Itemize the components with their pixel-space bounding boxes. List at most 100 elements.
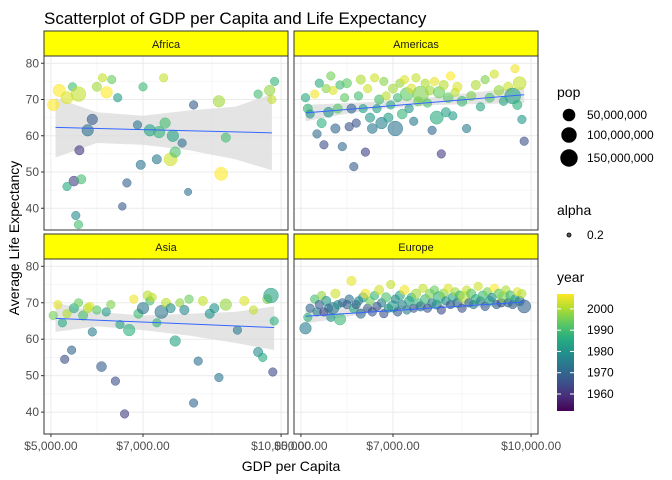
- x-tick-label: $10,000.00: [501, 439, 561, 453]
- x-tick-label: $10,000.00: [251, 439, 311, 453]
- scatter-point: [466, 90, 477, 101]
- scatter-point: [165, 303, 176, 314]
- y-tick-label: 40: [26, 405, 40, 419]
- legend-year-label: 1990: [587, 323, 614, 337]
- scatter-point: [424, 85, 435, 96]
- scatter-point: [78, 310, 89, 321]
- scatter-point: [387, 120, 403, 137]
- y-axis-label: Average Life Expectancy: [6, 161, 22, 316]
- scatter-point: [420, 78, 430, 88]
- scatter-point: [344, 294, 354, 304]
- scatter-point: [97, 73, 108, 83]
- scatter-point: [62, 181, 72, 192]
- scatter-point: [239, 295, 250, 306]
- scatter-point: [314, 78, 324, 88]
- scatter-point: [263, 287, 279, 304]
- scatter-point: [136, 302, 150, 315]
- scatter-point: [360, 288, 371, 299]
- scatter-point: [300, 93, 311, 103]
- scatter-point: [512, 76, 527, 91]
- legend-pop-key: [561, 127, 577, 143]
- facet-strip-label: Asia: [155, 242, 177, 254]
- legend-pop-key: [560, 149, 578, 167]
- facet-strip: [43, 233, 289, 260]
- scatter-point: [113, 93, 123, 103]
- scatter-point: [323, 106, 334, 118]
- scatter-point: [360, 147, 370, 157]
- scatter-point: [381, 292, 392, 303]
- scatter-point: [258, 352, 268, 362]
- scatter-point: [305, 109, 315, 119]
- scatter-point: [372, 104, 382, 114]
- legend-year-label: 1960: [587, 387, 614, 401]
- scatter-point: [147, 292, 157, 302]
- scatter-point: [212, 95, 225, 108]
- legend-year-title: year: [557, 269, 585, 285]
- scatter-point: [475, 102, 486, 112]
- chart-title: Scatterplot of GDP per Capita and Life E…: [44, 9, 427, 28]
- x-tick-label: $7,000.00: [366, 439, 420, 453]
- scatter-point: [379, 76, 389, 86]
- facet-panel-americas: Americas: [293, 30, 539, 231]
- legend-pop-label: 100,000,000: [587, 128, 654, 142]
- scatter-point: [489, 69, 499, 79]
- scatter-point: [73, 298, 84, 308]
- panel-background: [294, 56, 538, 230]
- y-tick-label: 70: [26, 296, 40, 310]
- scatter-point: [214, 372, 224, 383]
- legend-pop-key: [562, 108, 576, 122]
- scatter-point: [470, 80, 481, 90]
- scatter-point: [330, 123, 341, 134]
- scatter-point: [517, 299, 532, 314]
- scatter-point: [87, 327, 97, 337]
- scatter-point: [351, 118, 361, 128]
- legend-alpha-title: alpha: [557, 202, 591, 218]
- scatter-point: [177, 138, 187, 148]
- facet-panel-asia: Asia 40 50 60 70 80 $5,000.00 $7,000.00 $10,000.…: [24, 233, 311, 453]
- trend-line: [55, 126, 272, 134]
- scatter-point: [92, 305, 102, 315]
- facet-strip: [293, 233, 539, 260]
- scatter-point: [101, 307, 111, 317]
- scatter-point: [418, 283, 428, 293]
- scatter-point: [370, 73, 380, 83]
- scatter-point: [74, 145, 85, 156]
- scatter-point: [62, 309, 72, 319]
- scatter-point: [411, 288, 421, 299]
- scatter-point: [337, 142, 347, 152]
- legend-pop-label: 50,000,000: [587, 108, 647, 122]
- scatter-point: [328, 85, 338, 95]
- scatter-point: [393, 307, 403, 317]
- scatter-point: [383, 112, 394, 123]
- x-tick-label: $7,000.00: [116, 439, 170, 453]
- scatter-point: [517, 289, 527, 299]
- x-tick-label: $5,000.00: [24, 439, 78, 453]
- scatter-point: [330, 288, 341, 299]
- scatter-point: [299, 322, 312, 335]
- facet-strip-label: Africa: [152, 39, 181, 51]
- panel-border: [43, 55, 289, 231]
- scatter-point: [310, 89, 320, 99]
- legend-pop: pop 50,000,000 100,000,000 150,000,000: [557, 84, 654, 167]
- scatter-point: [209, 303, 220, 314]
- y-tick-label: 60: [26, 332, 40, 346]
- legend-year: year 1960 1970 1980 1990 2000: [557, 269, 614, 411]
- scatter-point: [409, 116, 419, 126]
- scatter-point: [122, 178, 132, 188]
- legend-pop-title: pop: [557, 84, 581, 100]
- scatter-point: [71, 210, 81, 221]
- scatter-point: [73, 220, 84, 230]
- year-colorbar: [557, 294, 574, 411]
- scatter-point: [510, 64, 520, 74]
- scatter-point: [169, 335, 181, 347]
- scatter-point: [129, 294, 139, 304]
- y-tick-label: 50: [26, 369, 40, 383]
- scatter-point: [340, 93, 350, 103]
- scatter-point: [374, 285, 385, 295]
- facet-strip: [293, 30, 539, 57]
- scatter-point: [107, 75, 117, 85]
- scatter-point: [189, 100, 199, 110]
- facet-panel-africa: Africa 40 50 60 70 80: [26, 30, 289, 231]
- scatter-point: [429, 110, 444, 125]
- scatter-point: [493, 85, 505, 96]
